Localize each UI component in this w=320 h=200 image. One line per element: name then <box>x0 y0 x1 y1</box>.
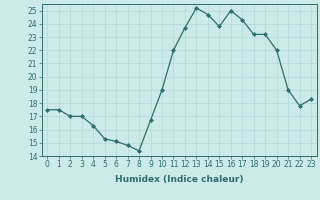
X-axis label: Humidex (Indice chaleur): Humidex (Indice chaleur) <box>115 175 244 184</box>
